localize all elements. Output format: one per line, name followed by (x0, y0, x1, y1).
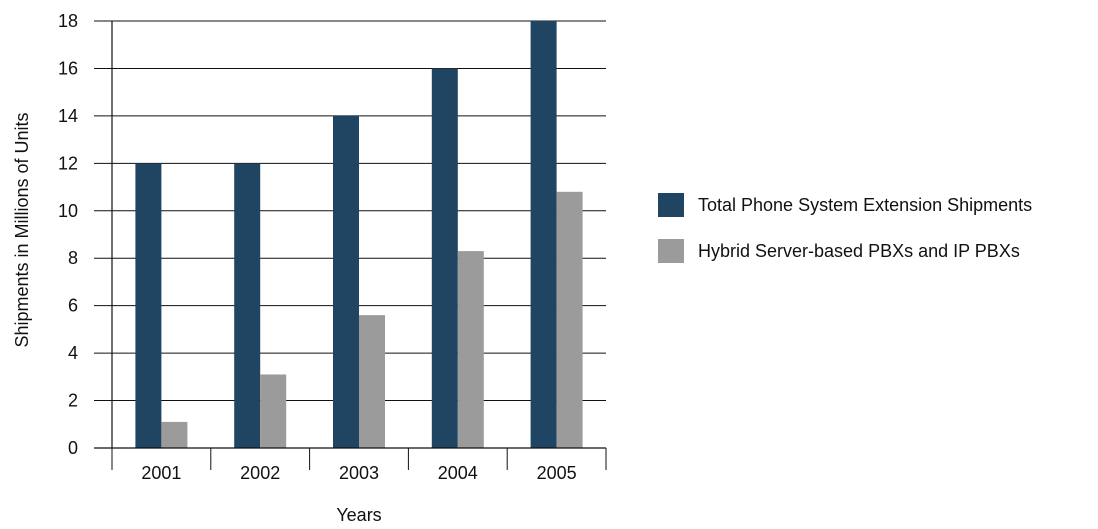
bar-hybrid-2002 (260, 374, 287, 448)
legend-label-hybrid: Hybrid Server-based PBXs and IP PBXs (698, 240, 1020, 261)
y-tick-label: 0 (68, 438, 78, 458)
x-axis-title: Years (336, 505, 381, 525)
bar-total-2005 (530, 21, 557, 448)
y-tick-label: 4 (68, 343, 78, 363)
bar-total-2001 (135, 163, 162, 449)
y-tick-label: 2 (68, 391, 78, 411)
x-tick-label: 2001 (141, 463, 181, 483)
axes (94, 21, 607, 470)
bar-hybrid-2001 (161, 421, 188, 448)
legend-label-total: Total Phone System Extension Shipments (698, 194, 1033, 215)
x-tick-labels: 2001 2002 2003 2004 2005 (141, 463, 576, 483)
bar-total-2004 (431, 68, 458, 448)
y-tick-label: 6 (68, 296, 78, 316)
x-tick-label: 2005 (537, 463, 577, 483)
bar-hybrid-2003 (359, 315, 385, 448)
y-tick-label: 16 (58, 58, 78, 78)
y-tick-label: 8 (68, 248, 78, 268)
bars (135, 21, 583, 449)
bar-hybrid-2005 (556, 191, 583, 449)
bar-total-2002 (234, 163, 261, 449)
legend: Total Phone System Extension Shipments H… (658, 193, 1032, 285)
y-tick-label: 10 (58, 201, 78, 221)
x-tick-label: 2003 (339, 463, 379, 483)
y-tick-label: 14 (58, 106, 78, 126)
y-tick-label: 18 (58, 11, 78, 31)
bar-total-2003 (333, 115, 359, 448)
x-tick-label: 2002 (240, 463, 280, 483)
legend-swatch-hybrid (658, 239, 684, 263)
legend-item-total: Total Phone System Extension Shipments (658, 193, 1032, 217)
y-axis-title: Shipments in Millions of Units (12, 112, 32, 347)
y-tick-labels: 0 2 4 6 8 10 12 14 16 18 (58, 11, 78, 458)
legend-item-hybrid: Hybrid Server-based PBXs and IP PBXs (658, 239, 1032, 263)
y-tick-label: 12 (58, 153, 78, 173)
bar-hybrid-2004 (457, 251, 484, 448)
x-tick-label: 2004 (438, 463, 478, 483)
legend-swatch-total (658, 193, 684, 217)
